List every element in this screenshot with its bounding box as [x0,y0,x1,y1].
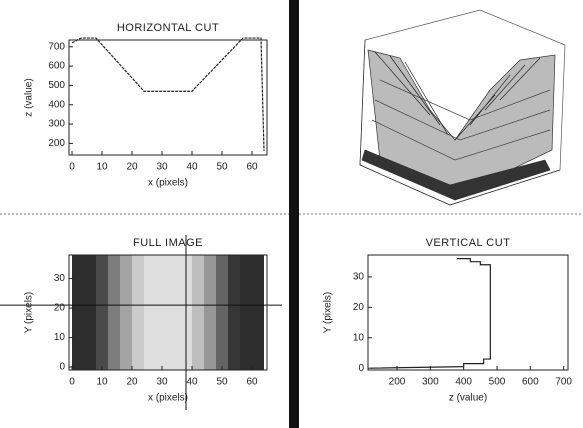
x-tick-label: 50 [216,377,228,388]
x-tick-label: 300 [422,377,439,388]
heatmap-column [252,255,264,370]
heatmap-column [168,255,180,370]
y-tick-label: 500 [48,80,65,91]
x-tick-label: 10 [96,162,108,173]
y-axis-label: Y (pixels) [323,292,334,334]
x-tick-label: 60 [246,377,258,388]
y-tick-label: 700 [48,41,65,52]
divider-bar [289,0,299,428]
y-axis-label: z (value) [24,78,35,116]
y-tick-label: 10 [54,332,66,343]
x-tick-label: 20 [126,377,138,388]
y-tick-label: 400 [48,99,65,110]
y-tick-label: 0 [358,363,364,374]
heatmap-column [132,255,144,370]
x-tick-label: 0 [69,377,75,388]
x-axis-label: z (value) [449,393,487,404]
x-tick-label: 700 [555,377,572,388]
y-tick-label: 20 [54,303,66,314]
x-tick-label: 400 [455,377,472,388]
y-tick-label: 30 [353,272,365,283]
x-tick-label: 40 [186,377,198,388]
x-tick-label: 30 [156,377,168,388]
heatmap-column [84,255,96,370]
heatmap-column [228,255,240,370]
x-tick-label: 50 [216,162,228,173]
x-tick-label: 60 [246,162,258,173]
x-axis-label: x (pixels) [148,393,188,404]
x-tick-label: 10 [96,377,108,388]
figure: HORIZONTAL CUT x (pixels) z (value) 0 10 20 30… [0,0,583,428]
x-axis-label: x (pixels) [148,178,188,189]
x-tick-label: 500 [489,377,506,388]
heatmap-column [240,255,252,370]
chart-title: VERTICAL CUT [426,237,511,249]
y-tick-label: 300 [48,119,65,130]
heatmap-column [108,255,120,370]
heatmap-column [156,255,168,370]
x-tick-label: 30 [156,162,168,173]
y-tick-label: 0 [59,362,65,373]
heatmap-column [72,255,84,370]
chart-title: FULL IMAGE [133,237,203,249]
heatmap-column [120,255,132,370]
heatmap-column [96,255,108,370]
y-tick-label: 20 [353,302,365,313]
y-tick-label: 200 [48,138,65,149]
y-axis-label: Y (pixels) [24,292,35,334]
y-tick-label: 10 [353,332,365,343]
heatmap-column [216,255,228,370]
x-tick-label: 20 [126,162,138,173]
y-tick-label: 600 [48,61,65,72]
heatmap-column [204,255,216,370]
chart-title: HORIZONTAL CUT [117,22,219,34]
x-tick-label: 600 [522,377,539,388]
y-tick-label: 30 [54,273,66,284]
x-tick-label: 40 [186,162,198,173]
x-tick-label: 200 [389,377,406,388]
x-tick-label: 0 [69,162,75,173]
heatmap-column [192,255,204,370]
heatmap-column [144,255,156,370]
